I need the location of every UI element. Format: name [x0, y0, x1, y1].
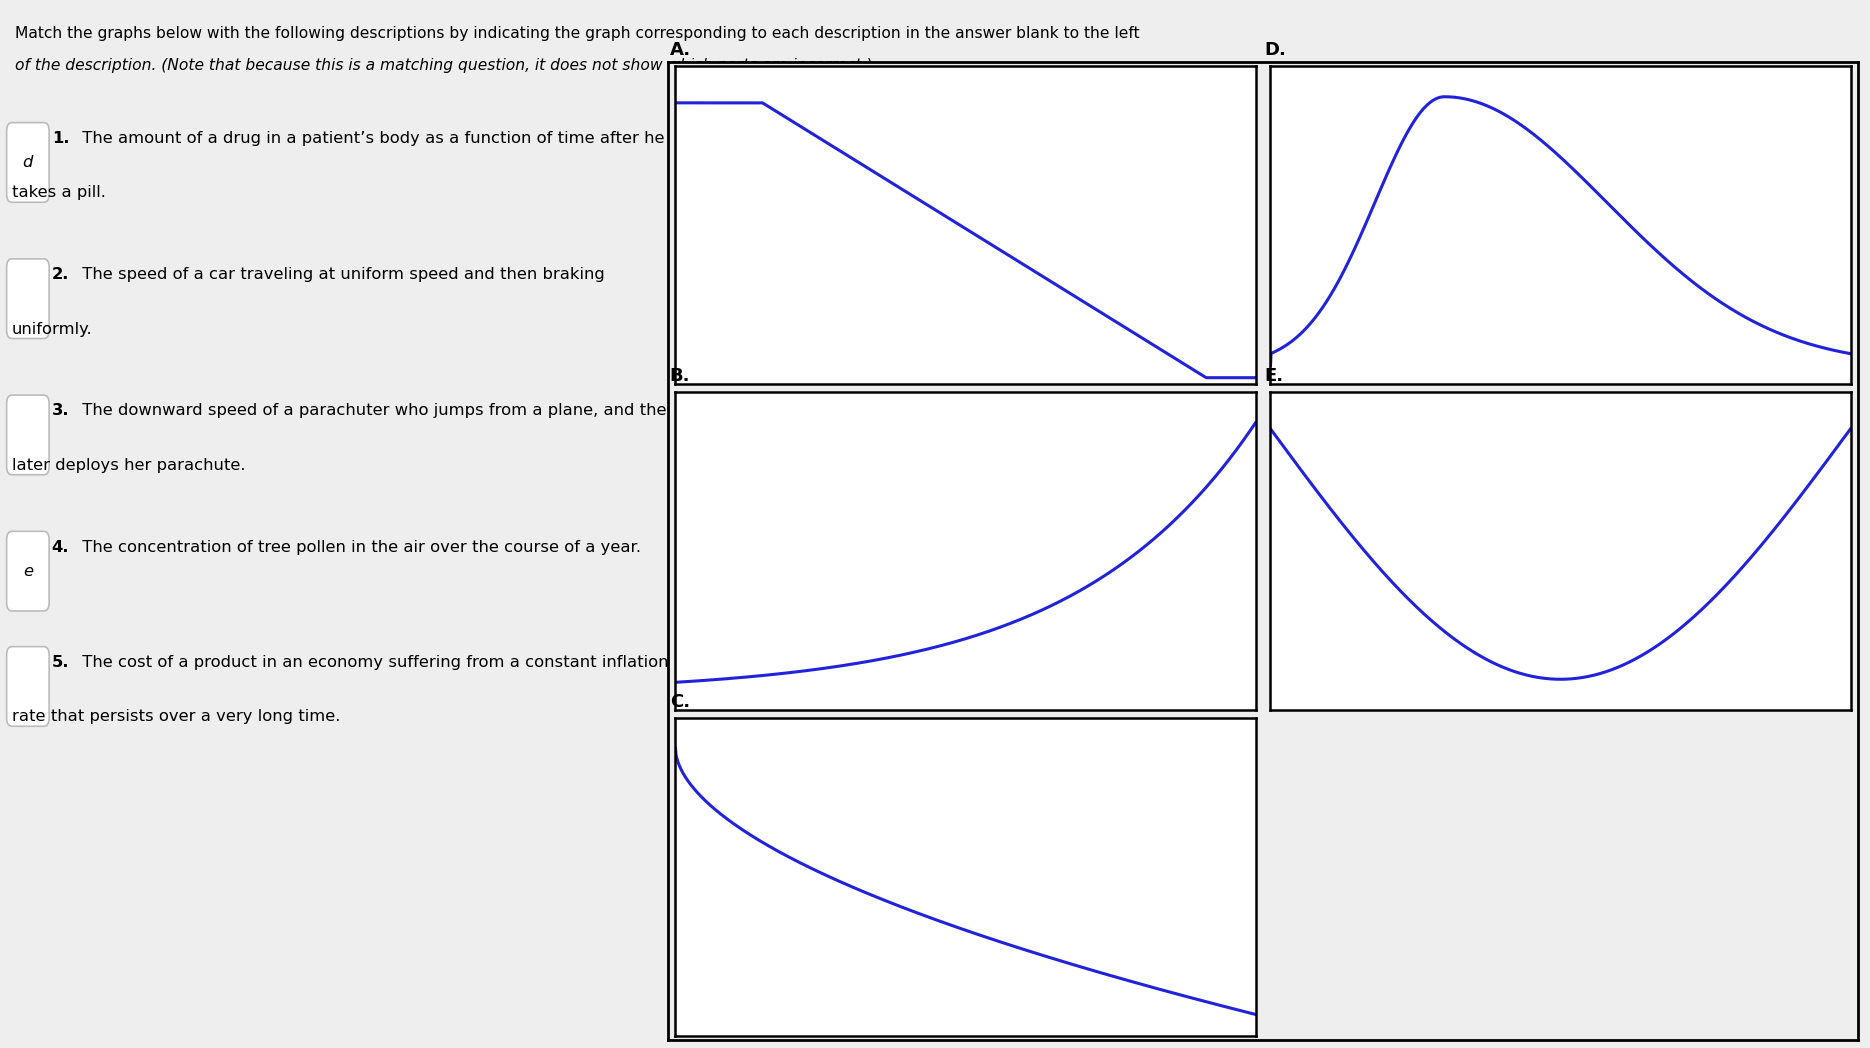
Text: The speed of a car traveling at uniform speed and then braking: The speed of a car traveling at uniform … [77, 267, 604, 282]
Text: 2.: 2. [52, 267, 69, 282]
Text: takes a pill.: takes a pill. [11, 185, 107, 200]
Text: The concentration of tree pollen in the air over the course of a year.: The concentration of tree pollen in the … [77, 540, 641, 554]
FancyBboxPatch shape [7, 395, 49, 475]
Text: rate that persists over a very long time.: rate that persists over a very long time… [11, 709, 340, 724]
Text: uniformly.: uniformly. [11, 322, 94, 336]
Text: Match the graphs below with the following descriptions by indicating the graph c: Match the graphs below with the followin… [15, 26, 1139, 41]
Text: E.: E. [1264, 367, 1285, 385]
Text: of the description. (Note that because this is a matching question, it does not : of the description. (Note that because t… [15, 58, 871, 72]
Text: D.: D. [1264, 41, 1287, 59]
FancyBboxPatch shape [7, 123, 49, 202]
Text: 1.: 1. [52, 131, 69, 146]
Text: The downward speed of a parachuter who jumps from a plane, and then: The downward speed of a parachuter who j… [77, 403, 677, 418]
Text: The cost of a product in an economy suffering from a constant inflation: The cost of a product in an economy suff… [77, 655, 668, 670]
Text: The amount of a drug in a patient’s body as a function of time after he: The amount of a drug in a patient’s body… [77, 131, 664, 146]
Text: B.: B. [669, 367, 690, 385]
Text: A.: A. [669, 41, 690, 59]
FancyBboxPatch shape [7, 647, 49, 726]
Text: C.: C. [669, 693, 690, 711]
FancyBboxPatch shape [7, 259, 49, 339]
Text: 5.: 5. [52, 655, 69, 670]
Text: 4.: 4. [52, 540, 69, 554]
Text: d: d [22, 155, 34, 170]
FancyBboxPatch shape [7, 531, 49, 611]
Text: e: e [22, 564, 34, 578]
Text: later deploys her parachute.: later deploys her parachute. [11, 458, 245, 473]
Text: 3.: 3. [52, 403, 69, 418]
